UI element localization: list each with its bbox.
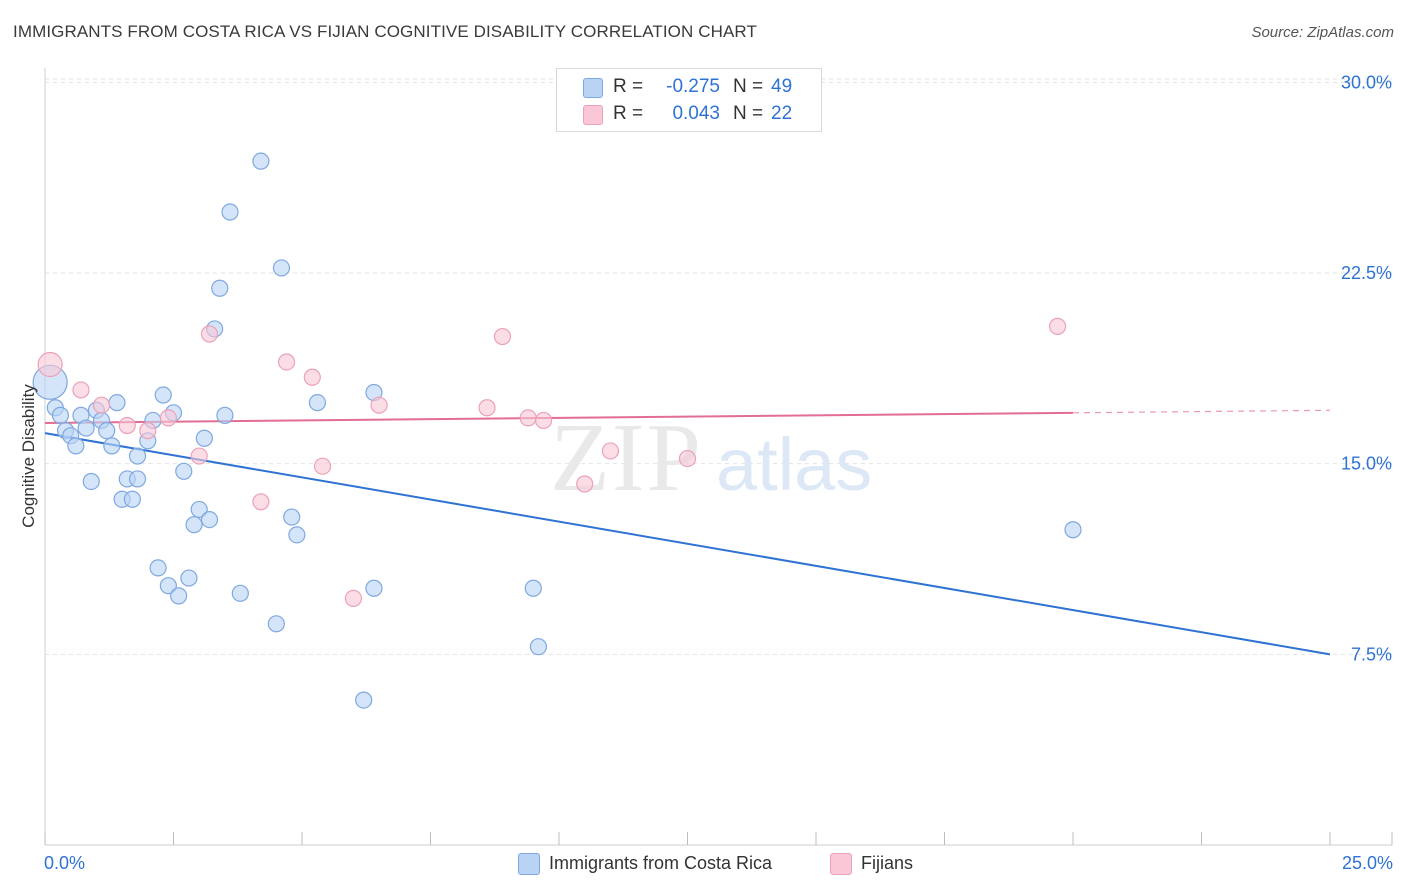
data-point-costa-rica	[308, 394, 327, 412]
data-point-fijians	[478, 399, 496, 417]
x-tick-label: 0.0%	[44, 853, 85, 873]
data-point-fijians	[92, 396, 111, 414]
legend-swatch-costa-rica	[518, 853, 540, 875]
data-point-fijians	[72, 381, 90, 399]
data-point-costa-rica	[365, 579, 383, 597]
data-point-costa-rica	[529, 638, 548, 656]
x-tick-label: 25.0%	[1342, 853, 1393, 873]
data-point-costa-rica	[103, 437, 121, 455]
data-point-fijians	[313, 457, 332, 475]
data-point-fijians	[678, 449, 697, 468]
data-point-fijians	[118, 416, 136, 435]
trend-line-extension-fijians	[1072, 409, 1331, 414]
data-point-costa-rica	[175, 462, 193, 480]
legend-row-fijians: R = 0.043 N = 22	[557, 102, 821, 128]
y-tick-label: 30.0%	[1341, 72, 1392, 92]
data-point-costa-rica	[98, 422, 116, 440]
watermark: ZIP atlas	[550, 404, 872, 512]
data-point-fijians	[37, 351, 63, 378]
data-point-costa-rica	[51, 406, 70, 424]
legend-swatch-fijians	[583, 105, 603, 125]
data-point-costa-rica	[524, 579, 542, 597]
data-point-costa-rica	[123, 490, 141, 508]
watermark-atlas: atlas	[716, 423, 872, 506]
data-points	[32, 152, 1082, 709]
data-point-costa-rica	[283, 508, 301, 526]
chart-title: IMMIGRANTS FROM COSTA RICA VS FIJIAN COG…	[13, 22, 757, 41]
data-point-costa-rica	[159, 577, 177, 595]
data-point-costa-rica	[82, 472, 100, 491]
data-point-fijians	[601, 442, 620, 460]
data-point-costa-rica	[267, 615, 285, 633]
correlation-legend: R = -0.275 N = 49 R = 0.043 N = 22	[556, 68, 822, 132]
data-point-costa-rica	[252, 152, 270, 170]
data-point-costa-rica	[185, 516, 203, 534]
data-point-fijians	[1048, 317, 1067, 335]
legend-n-label: N =	[733, 76, 764, 97]
data-point-fijians	[277, 353, 296, 371]
watermark-zip: ZIP	[550, 404, 703, 512]
data-point-fijians	[190, 447, 208, 465]
data-point-fijians	[200, 325, 219, 343]
data-point-costa-rica	[355, 691, 373, 709]
data-point-fijians	[303, 368, 321, 386]
data-point-costa-rica	[180, 569, 198, 587]
trend-line-fijians	[44, 411, 1074, 424]
legend-r-value: 0.043	[672, 103, 720, 124]
data-point-costa-rica	[77, 419, 95, 437]
data-point-fijians	[159, 409, 177, 427]
data-point-fijians	[519, 409, 537, 427]
legend-r-value: -0.275	[666, 76, 720, 97]
data-point-fijians	[493, 327, 512, 346]
data-point-costa-rica	[221, 203, 239, 221]
legend-r-label: R =	[613, 76, 644, 97]
y-axis-title: Cognitive Disability	[19, 384, 38, 528]
legend-n-value: 49	[771, 76, 793, 97]
data-point-costa-rica	[1064, 521, 1082, 539]
data-point-costa-rica	[200, 510, 219, 529]
legend-n-label: N =	[733, 103, 764, 124]
y-tick-label: 7.5%	[1351, 644, 1392, 664]
data-point-fijians	[139, 422, 157, 440]
data-point-costa-rica	[231, 584, 249, 602]
data-point-costa-rica	[170, 587, 188, 605]
data-point-costa-rica	[216, 406, 234, 424]
data-point-fijians	[370, 396, 388, 414]
data-point-costa-rica	[272, 259, 291, 277]
data-point-costa-rica	[190, 500, 208, 519]
data-point-costa-rica	[108, 394, 126, 412]
series-legend: Immigrants from Costa Rica Fijians	[0, 852, 1406, 878]
legend-r-label: R =	[613, 103, 644, 124]
data-point-fijians	[576, 475, 594, 493]
legend-swatch-fijians	[830, 853, 852, 875]
axes	[44, 68, 1393, 846]
data-point-fijians	[344, 589, 362, 608]
legend-n-value: 22	[771, 103, 793, 124]
legend-label-costa-rica: Immigrants from Costa Rica	[549, 853, 773, 873]
data-point-costa-rica	[288, 526, 306, 544]
data-point-costa-rica	[149, 559, 167, 577]
data-point-costa-rica	[128, 447, 147, 465]
data-point-fijians	[534, 411, 553, 430]
data-point-fijians	[252, 493, 270, 511]
trend-lines	[44, 409, 1331, 656]
y-tick-label: 15.0%	[1341, 454, 1392, 474]
axis-labels: 7.5% 15.0% 22.5% 30.0% 0.0% 25.0% Cognitive Di…	[19, 72, 1393, 873]
trend-line-costa-rica	[44, 432, 1331, 656]
data-point-costa-rica	[195, 429, 213, 447]
source-note: Source: ZipAtlas.com	[1251, 24, 1394, 41]
data-point-costa-rica	[154, 386, 172, 404]
y-tick-label: 22.5%	[1341, 263, 1392, 283]
gridlines	[45, 78, 1392, 655]
legend-label-fijians: Fijians	[861, 853, 914, 873]
legend-swatch-costa-rica	[583, 78, 603, 98]
data-point-costa-rica	[67, 437, 85, 455]
data-point-costa-rica	[128, 470, 147, 488]
data-point-costa-rica	[211, 279, 229, 297]
legend-row-costa-rica: R = -0.275 N = 49	[557, 75, 821, 101]
